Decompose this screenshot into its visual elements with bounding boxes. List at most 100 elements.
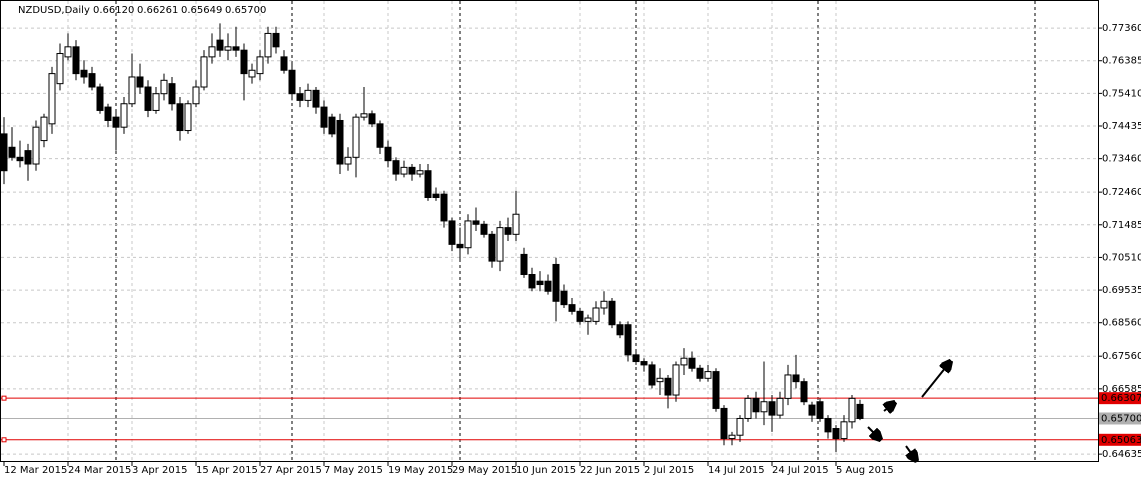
candle-body: [232, 46, 240, 51]
candle-body: [96, 86, 104, 111]
candle-body: [776, 397, 784, 416]
candle-body: [480, 223, 488, 235]
y-tick-label: 0.74435: [1102, 121, 1141, 132]
candle-body: [368, 113, 376, 125]
candle-body: [280, 56, 288, 71]
candle-body: [584, 317, 592, 322]
candle-body: [640, 361, 648, 366]
candle-body: [24, 150, 32, 165]
y-tick-label: 0.64635: [1102, 449, 1141, 460]
candle-body: [40, 116, 48, 142]
candle-body: [544, 280, 552, 292]
candle-body: [64, 46, 72, 58]
candle-body: [312, 89, 320, 108]
plot-frame: [0, 0, 1099, 462]
candle-body: [744, 397, 752, 419]
arrows: [867, 362, 950, 460]
x-tick-label: 7 May 2015: [324, 465, 383, 476]
candle-body: [816, 401, 824, 419]
candle-body: [504, 227, 512, 235]
candle-body: [488, 233, 496, 262]
x-tick-label: 15 Apr 2015: [196, 465, 258, 476]
candle-body: [600, 300, 608, 309]
candle-body: [32, 126, 40, 165]
candle-body: [696, 367, 704, 379]
candle-body: [144, 86, 152, 111]
y-tick-label: 0.67560: [1102, 351, 1141, 362]
y-tick-label: 0.68560: [1102, 318, 1141, 329]
candle-body: [560, 290, 568, 306]
candle-body: [264, 32, 272, 58]
header-high: 0.66261: [137, 5, 178, 16]
candle-body: [440, 193, 448, 222]
level-line-label-box: [1099, 433, 1141, 446]
candle-body: [552, 263, 560, 302]
candle-body: [680, 357, 688, 366]
candle-body: [248, 69, 256, 78]
candle-body: [848, 397, 856, 423]
candle-body: [632, 354, 640, 363]
arrow: [884, 403, 894, 411]
candle-body: [472, 220, 480, 225]
candle-body: [176, 103, 184, 132]
candle-body: [272, 32, 280, 48]
candle-body: [768, 401, 776, 416]
x-tick-label: 19 May 2015: [388, 465, 453, 476]
candle-body: [224, 46, 232, 51]
candle-body: [512, 213, 520, 235]
y-tick-label: 0.75410: [1102, 88, 1141, 99]
candle-body: [328, 116, 336, 135]
x-tick-label: 22 Jun 2015: [580, 465, 640, 476]
header-low: 0.65649: [181, 5, 222, 16]
candle-body: [608, 300, 616, 326]
candle-body: [160, 79, 168, 95]
candle-body: [112, 116, 120, 128]
candle-body: [856, 403, 864, 419]
candle-body: [288, 69, 296, 95]
candle-body: [728, 434, 736, 440]
candle-body: [136, 76, 144, 88]
level-anchor: [1, 437, 7, 443]
candle-body: [672, 364, 680, 396]
bid-line-label: 0.65700: [1101, 413, 1141, 424]
candle-body: [568, 304, 576, 312]
x-tick-label: 2 Jul 2015: [644, 465, 694, 476]
candle-body: [720, 407, 728, 440]
candle-body: [352, 116, 360, 158]
candle-body: [592, 307, 600, 322]
candle-body: [240, 49, 248, 75]
candle-body: [808, 404, 816, 416]
candle-body: [616, 324, 624, 336]
candle-body: [792, 374, 800, 383]
candle-body: [832, 428, 840, 440]
bid-line-label-box: [1099, 412, 1141, 425]
candle-body: [496, 227, 504, 262]
candle-body: [648, 364, 656, 386]
x-tick-label: 24 Jul 2015: [772, 465, 829, 476]
candle-body: [168, 83, 176, 105]
level-anchor: [1, 395, 7, 401]
candle-body: [256, 56, 264, 75]
x-tick-label: 12 Mar 2015: [4, 465, 67, 476]
candle-body: [576, 310, 584, 322]
y-tick-label: 0.72460: [1102, 187, 1141, 198]
candle-body: [736, 417, 744, 436]
candle-body: [424, 170, 432, 198]
x-tick-label: 10 Jun 2015: [516, 465, 576, 476]
candle-body: [688, 357, 696, 369]
header: NZDUSD,Daily 0.66120 0.66261 0.65649 0.6…: [18, 5, 266, 16]
candle-body: [464, 220, 472, 249]
candle-body: [16, 156, 24, 162]
header-open: 0.66120: [93, 5, 134, 16]
header-close: 0.65700: [225, 5, 266, 16]
candle-body: [664, 377, 672, 396]
y-tick-label: 0.77360: [1102, 23, 1141, 34]
candle-body: [752, 397, 760, 413]
arrow: [921, 362, 950, 398]
candle-body: [360, 113, 368, 118]
symbol-title: NZDUSD,Daily: [18, 5, 90, 16]
candle-body: [784, 374, 792, 399]
x-tick-label: 3 Apr 2015: [132, 465, 187, 476]
